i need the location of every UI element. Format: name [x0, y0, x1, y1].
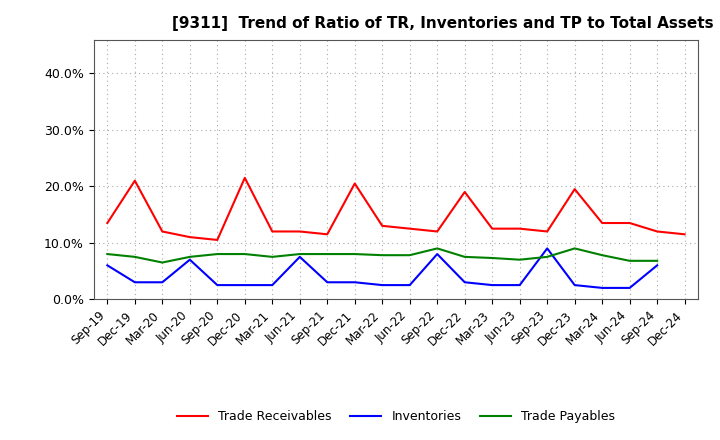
Inventories	[130, 280, 139, 285]
Trade Receivables	[378, 223, 387, 228]
Trade Payables	[268, 254, 276, 260]
Trade Payables	[570, 246, 579, 251]
Trade Payables	[598, 253, 606, 258]
Trade Receivables	[130, 178, 139, 183]
Trade Receivables	[626, 220, 634, 226]
Trade Payables	[405, 253, 414, 258]
Trade Receivables	[653, 229, 662, 234]
Inventories	[460, 280, 469, 285]
Line: Trade Receivables: Trade Receivables	[107, 178, 685, 240]
Trade Payables	[213, 251, 222, 257]
Trade Receivables	[268, 229, 276, 234]
Inventories	[186, 257, 194, 262]
Trade Receivables	[351, 181, 359, 186]
Trade Payables	[351, 251, 359, 257]
Trade Payables	[323, 251, 332, 257]
Inventories	[405, 282, 414, 288]
Inventories	[158, 280, 166, 285]
Trade Receivables	[433, 229, 441, 234]
Inventories	[295, 254, 304, 260]
Inventories	[653, 263, 662, 268]
Trade Receivables	[213, 237, 222, 242]
Trade Receivables	[460, 189, 469, 194]
Trade Receivables	[405, 226, 414, 231]
Inventories	[570, 282, 579, 288]
Trade Payables	[460, 254, 469, 260]
Trade Receivables	[543, 229, 552, 234]
Trade Payables	[240, 251, 249, 257]
Trade Receivables	[570, 187, 579, 192]
Inventories	[323, 280, 332, 285]
Line: Trade Payables: Trade Payables	[107, 249, 657, 263]
Inventories	[626, 285, 634, 290]
Trade Payables	[543, 254, 552, 260]
Trade Receivables	[158, 229, 166, 234]
Legend: Trade Receivables, Inventories, Trade Payables: Trade Receivables, Inventories, Trade Pa…	[171, 405, 621, 428]
Inventories	[378, 282, 387, 288]
Inventories	[213, 282, 222, 288]
Inventories	[240, 282, 249, 288]
Trade Payables	[130, 254, 139, 260]
Trade Receivables	[488, 226, 497, 231]
Trade Receivables	[598, 220, 606, 226]
Trade Receivables	[240, 175, 249, 180]
Inventories	[351, 280, 359, 285]
Trade Payables	[516, 257, 524, 262]
Trade Payables	[295, 251, 304, 257]
Line: Inventories: Inventories	[107, 249, 657, 288]
Inventories	[543, 246, 552, 251]
Trade Payables	[186, 254, 194, 260]
Trade Payables	[488, 255, 497, 260]
Trade Payables	[378, 253, 387, 258]
Trade Payables	[653, 258, 662, 264]
Trade Receivables	[103, 220, 112, 226]
Inventories	[268, 282, 276, 288]
Trade Receivables	[186, 235, 194, 240]
Inventories	[433, 251, 441, 257]
Trade Payables	[158, 260, 166, 265]
Trade Receivables	[323, 231, 332, 237]
Inventories	[488, 282, 497, 288]
Inventories	[598, 285, 606, 290]
Trade Payables	[103, 251, 112, 257]
Inventories	[103, 263, 112, 268]
Trade Receivables	[295, 229, 304, 234]
Trade Receivables	[680, 231, 689, 237]
Text: [9311]  Trend of Ratio of TR, Inventories and TP to Total Assets: [9311] Trend of Ratio of TR, Inventories…	[172, 16, 714, 32]
Trade Payables	[626, 258, 634, 264]
Trade Receivables	[516, 226, 524, 231]
Trade Payables	[433, 246, 441, 251]
Inventories	[516, 282, 524, 288]
